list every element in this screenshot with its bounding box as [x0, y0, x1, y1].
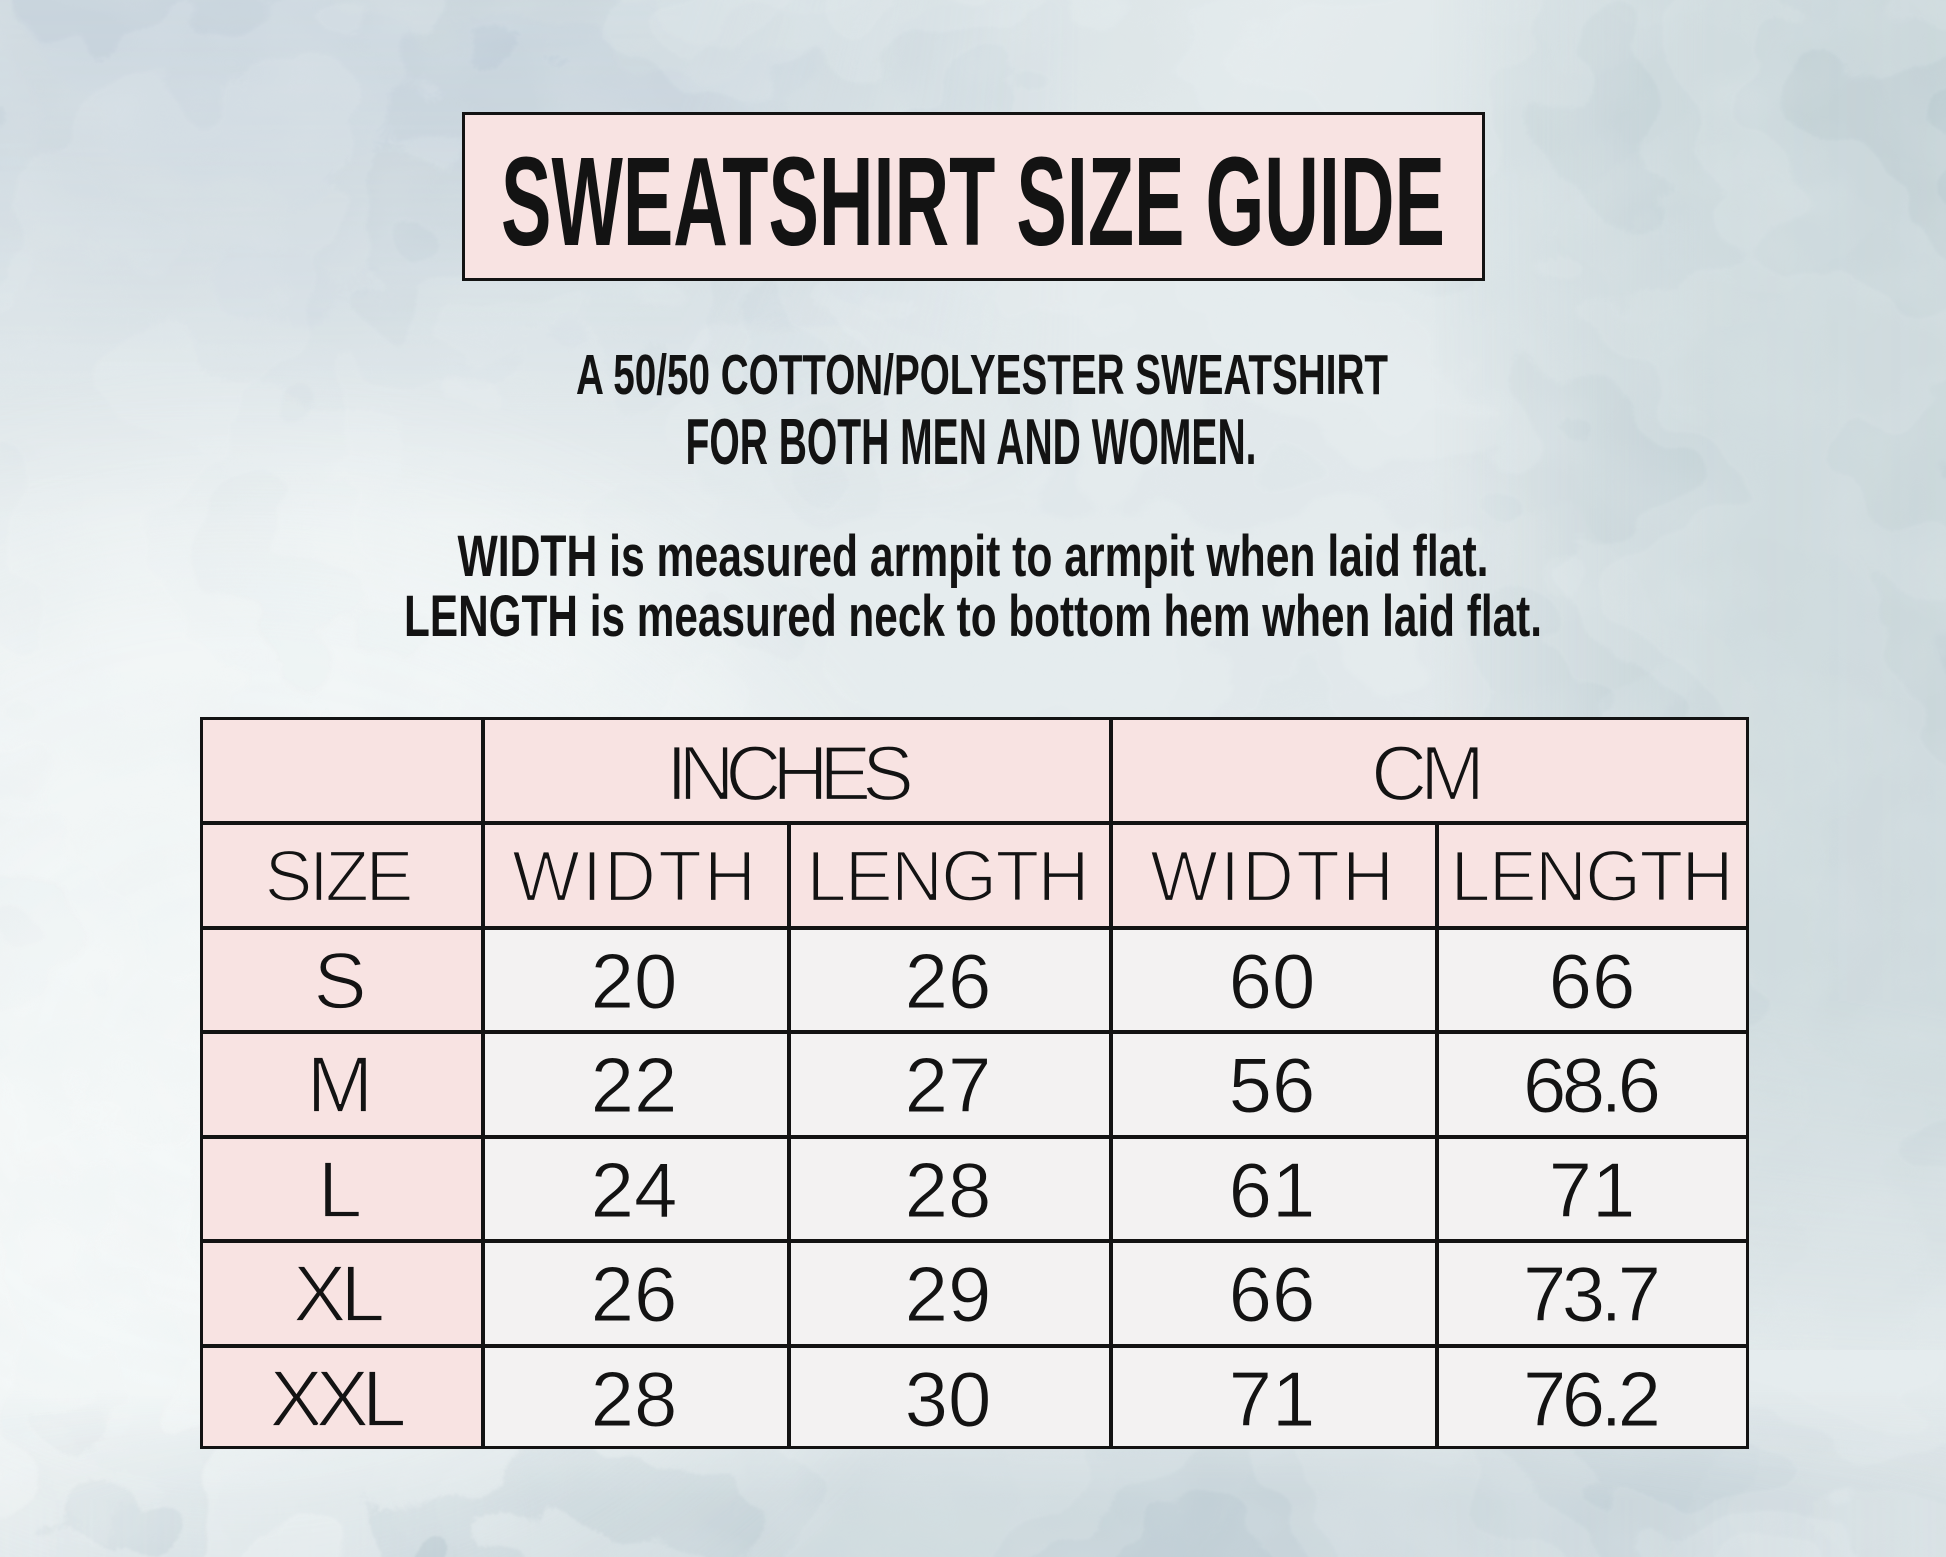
svg-text:30: 30 [905, 1355, 992, 1443]
svg-text:FOR BOTH MEN AND WOMEN.: FOR BOTH MEN AND WOMEN. [686, 405, 1257, 478]
svg-text:LENGTH: LENGTH [1451, 837, 1734, 917]
svg-text:56: 56 [1229, 1041, 1316, 1129]
svg-text:A 50/50 COTTON/POLYESTER SWEAT: A 50/50 COTTON/POLYESTER SWEATSHIRT [576, 343, 1388, 407]
svg-text:LENGTH: LENGTH [807, 837, 1090, 917]
svg-text:20: 20 [591, 937, 678, 1025]
svg-text:66: 66 [1549, 937, 1636, 1025]
svg-text:71: 71 [1229, 1355, 1316, 1443]
svg-text:LENGTH is measured neck to bot: LENGTH is measured neck to bottom hem wh… [404, 584, 1542, 649]
svg-text:L: L [318, 1145, 363, 1234]
svg-text:XXL: XXL [270, 1354, 407, 1443]
svg-text:WIDTH is measured armpit to ar: WIDTH is measured armpit to armpit when … [458, 524, 1489, 589]
svg-text:28: 28 [591, 1355, 678, 1443]
svg-text:WIDTH: WIDTH [1150, 837, 1394, 917]
svg-text:SWEATSHIRT SIZE GUIDE: SWEATSHIRT SIZE GUIDE [501, 131, 1445, 272]
svg-text:60: 60 [1229, 937, 1316, 1025]
svg-text:22: 22 [591, 1041, 678, 1129]
svg-text:CM: CM [1371, 729, 1485, 817]
svg-text:76.2: 76.2 [1523, 1355, 1661, 1443]
svg-text:S: S [313, 936, 366, 1025]
svg-text:61: 61 [1229, 1146, 1316, 1234]
svg-text:INCHES: INCHES [666, 729, 914, 817]
svg-text:M: M [307, 1040, 374, 1129]
svg-text:24: 24 [591, 1146, 678, 1234]
svg-text:71: 71 [1549, 1146, 1636, 1234]
svg-text:27: 27 [905, 1041, 992, 1129]
svg-text:73.7: 73.7 [1523, 1250, 1661, 1338]
svg-text:WIDTH: WIDTH [512, 837, 756, 917]
svg-text:26: 26 [905, 937, 992, 1025]
svg-text:66: 66 [1229, 1250, 1316, 1338]
svg-text:68.6: 68.6 [1523, 1041, 1661, 1129]
svg-text:XL: XL [293, 1249, 385, 1338]
svg-text:28: 28 [905, 1146, 992, 1234]
svg-text:29: 29 [905, 1250, 992, 1338]
svg-text:SIZE: SIZE [265, 837, 414, 917]
svg-text:26: 26 [591, 1250, 678, 1338]
